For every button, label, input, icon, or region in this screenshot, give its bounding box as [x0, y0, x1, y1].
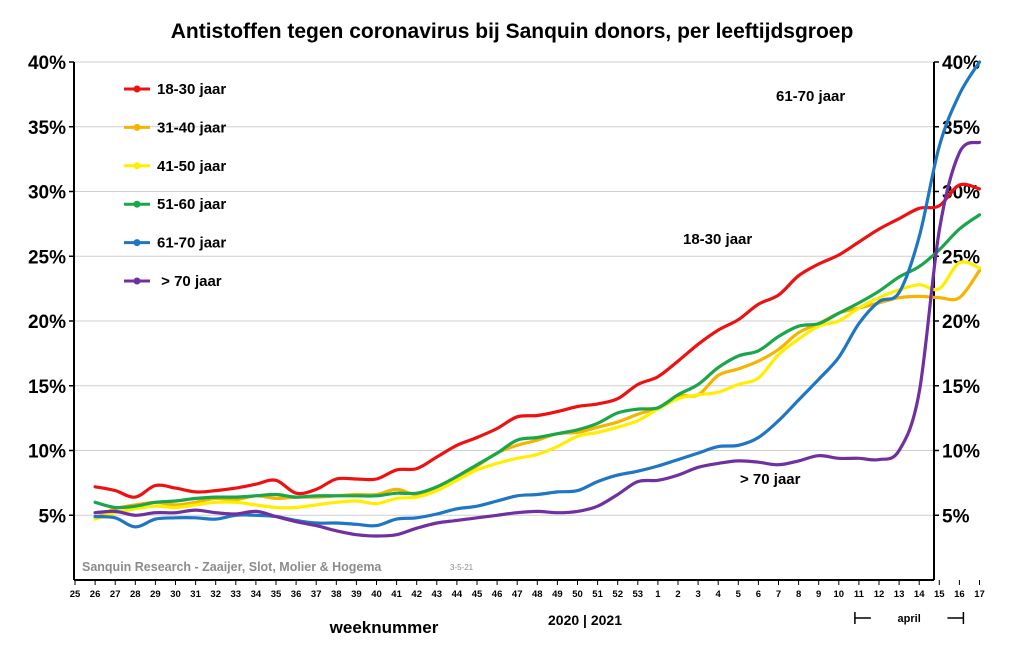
x-tick-label: 14: [914, 589, 925, 600]
x-tick-label: 32: [210, 589, 221, 600]
series-line-61-70-jaar: [93, 60, 982, 529]
series-annotation: 18-30 jaar: [683, 231, 752, 248]
y-tick-label-right: 35%: [942, 118, 980, 139]
x-tick-label: 30: [170, 589, 181, 600]
x-tick-label: 49: [552, 589, 563, 600]
y-tick-label-left: 5%: [39, 506, 67, 527]
grid: [74, 61, 934, 516]
x-tick-label: 1: [655, 589, 661, 600]
x-tick-label: 35: [271, 589, 282, 600]
x-tick-label: 17: [974, 589, 985, 600]
x-tick-label: 2: [675, 589, 680, 600]
y-tick-label-right: 10%: [942, 442, 980, 463]
series-lines: [93, 60, 982, 538]
x-tick-label: 53: [633, 589, 644, 600]
x-tick-label: 31: [190, 589, 201, 600]
x-tick-label: 27: [110, 589, 121, 600]
y-tick-label-left: 35%: [28, 118, 66, 139]
legend-label: 41-50 jaar: [157, 158, 226, 175]
legend-label: 31-40 jaar: [157, 119, 226, 136]
y-tick-label-left: 15%: [28, 377, 66, 398]
x-tick-label: 25: [70, 589, 81, 600]
x-tick-label: 5: [736, 589, 742, 600]
legend-label: > 70 jaar: [157, 273, 222, 290]
x-tick-label: 41: [391, 589, 402, 600]
x-tick-label: 52: [612, 589, 623, 600]
legend: 18-30 jaar 31-40 jaar 41-50 jaar 51-60 jaar…: [124, 81, 226, 290]
x-tick-label: 45: [472, 589, 483, 600]
x-tick-label: 38: [331, 589, 342, 600]
april-label: april: [898, 613, 921, 625]
x-tick-label: 13: [894, 589, 905, 600]
y-axis-right: 5%10%15%20%25%30%35%40%: [942, 53, 980, 527]
y-tick-label-right: 30%: [942, 183, 980, 204]
x-tick-label: 26: [90, 589, 101, 600]
x-axis: 25 26 27 28 29 30 31 32 33 34 35 36 37 38 39 40 41 42 43 44…: [70, 589, 985, 600]
y-tick-label-left: 25%: [28, 247, 66, 268]
x-tick-label: 8: [796, 589, 801, 600]
x-tick-label: 39: [351, 589, 362, 600]
y-tick-label-right: 15%: [942, 377, 980, 398]
x-tick-label: 36: [291, 589, 302, 600]
legend-marker: [133, 85, 141, 93]
y-tick-label-left: 10%: [28, 442, 66, 463]
x-tick-label: 12: [874, 589, 885, 600]
x-tick-label: 10: [834, 589, 845, 600]
y-axis-left: 5% 10% 15% 20% 25% 30% 35% 40%: [28, 53, 66, 527]
series-annotation: > 70 jaar: [740, 471, 801, 488]
y-tick-label-right: 20%: [942, 312, 980, 333]
x-tick-label: 46: [492, 589, 503, 600]
x-tick-label: 11: [854, 589, 865, 600]
x-tick-label: 7: [776, 589, 781, 600]
legend-label: 61-70 jaar: [157, 235, 226, 252]
legend-marker: [133, 239, 141, 247]
april-bracket: april: [854, 612, 965, 625]
series-line-70-jaar: [93, 140, 982, 538]
x-tick-label: 29: [150, 589, 161, 600]
x-axis-label: weeknummer: [329, 618, 439, 637]
credit-text: Sanquin Research - Zaaijer, Slot, Molier…: [82, 560, 382, 574]
legend-label: 51-60 jaar: [157, 196, 226, 213]
x-tick-label: 42: [411, 589, 422, 600]
x-tick-label: 43: [432, 589, 443, 600]
x-tick-label: 37: [311, 589, 322, 600]
x-tick-label: 44: [452, 589, 463, 600]
legend-marker: [133, 200, 141, 208]
x-tick-label: 16: [954, 589, 965, 600]
x-tick-label: 4: [716, 589, 722, 600]
x-tick-label: 15: [934, 589, 945, 600]
x-tick-label: 9: [816, 589, 821, 600]
legend-marker: [133, 277, 141, 285]
x-tick-label: 50: [572, 589, 583, 600]
series-line-18-30-jaar: [93, 182, 982, 499]
x-tick-label: 34: [251, 589, 262, 600]
annotations: 61-70 jaar 18-30 jaar > 70 jaar: [683, 88, 845, 488]
x-tick-label: 40: [371, 589, 382, 600]
x-tick-label: 3: [695, 589, 700, 600]
x-tick-label: 33: [231, 589, 242, 600]
series-line-51-60-jaar: [93, 213, 982, 510]
y-tick-label-left: 30%: [28, 183, 66, 204]
y-tick-label-right: 40%: [942, 53, 980, 74]
y-tick-label-left: 20%: [28, 312, 66, 333]
x-tick-label: 51: [592, 589, 603, 600]
y-tick-label-right: 5%: [942, 506, 970, 527]
series-line-41-50-jaar: [93, 260, 982, 521]
series-annotation: 61-70 jaar: [776, 88, 845, 105]
y-tick-label-left: 40%: [28, 53, 66, 74]
x-tick-label: 6: [756, 589, 761, 600]
credit-date: 3-5-21: [450, 563, 474, 572]
year-divider-label: 2020 | 2021: [548, 612, 622, 628]
legend-marker: [133, 123, 141, 131]
axes: [69, 61, 980, 585]
x-tick-label: 47: [512, 589, 523, 600]
legend-marker: [133, 162, 141, 170]
legend-label: 18-30 jaar: [157, 81, 226, 98]
chart-title: Antistoffen tegen coronavirus bij Sanqui…: [171, 20, 854, 43]
x-tick-label: 48: [532, 589, 543, 600]
x-tick-label: 28: [130, 589, 141, 600]
